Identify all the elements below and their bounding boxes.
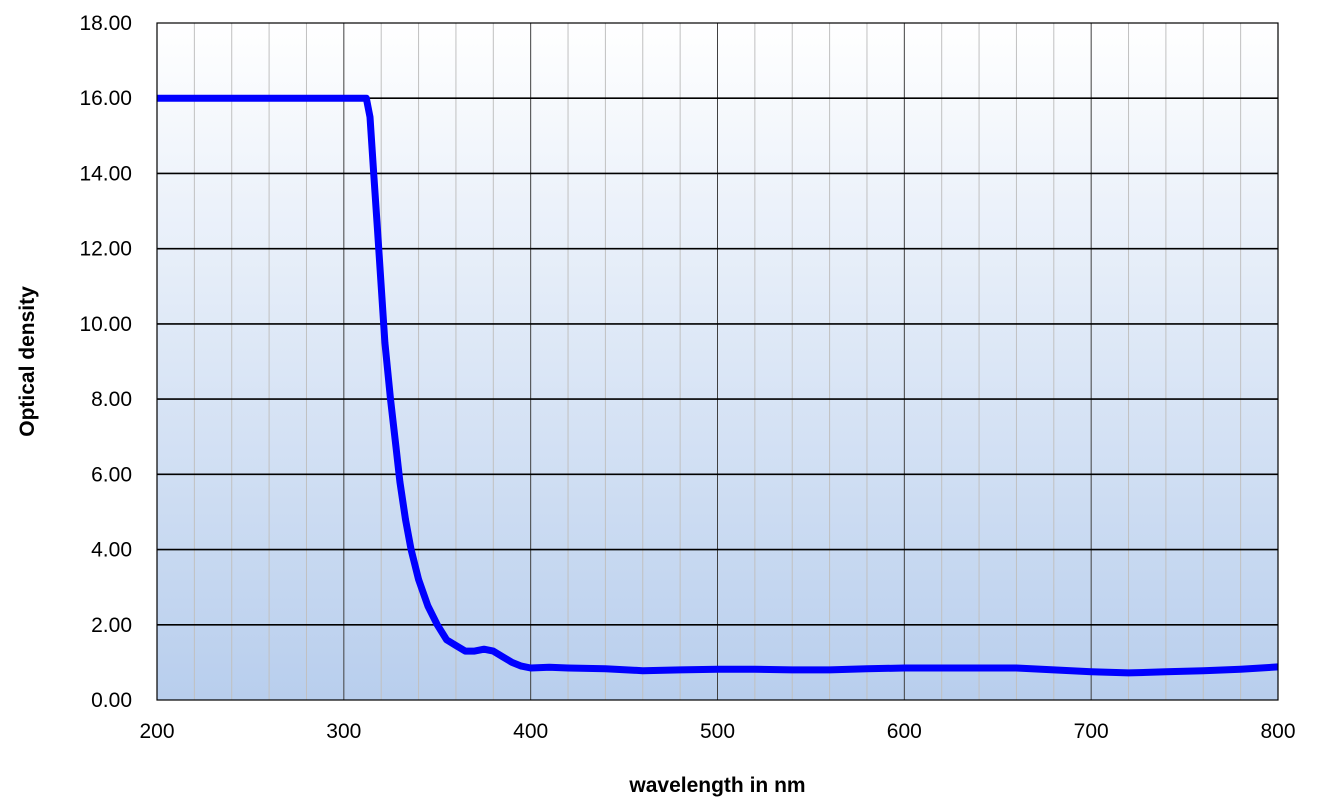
y-tick-label: 6.00 bbox=[91, 463, 132, 486]
y-tick-label: 4.00 bbox=[91, 539, 132, 562]
y-tick-labels: 0.00 2.00 4.00 6.00 8.00 10.00 12.00 14.00 16.00… bbox=[79, 12, 132, 712]
x-tick-label: 400 bbox=[513, 720, 548, 743]
y-tick-label: 0.00 bbox=[91, 689, 132, 712]
series-line bbox=[157, 94, 1279, 677]
x-tick-label: 800 bbox=[1260, 720, 1295, 743]
y-tick-label: 14.00 bbox=[79, 162, 132, 185]
x-tick-label: 300 bbox=[326, 720, 361, 743]
y-tick-label: 10.00 bbox=[79, 313, 132, 336]
series-layer bbox=[157, 94, 1279, 677]
x-tick-label: 600 bbox=[887, 720, 922, 743]
x-tick-label: 700 bbox=[1074, 720, 1109, 743]
x-tick-labels: 200 300 400 500 600 700 800 bbox=[139, 720, 1295, 743]
y-tick-label: 12.00 bbox=[79, 238, 132, 261]
y-tick-label: 8.00 bbox=[91, 388, 132, 411]
y-axis-title: Optical density bbox=[16, 286, 39, 437]
x-tick-label: 500 bbox=[700, 720, 735, 743]
minor-gridlines bbox=[193, 23, 1242, 700]
y-tick-label: 2.00 bbox=[91, 614, 132, 637]
y-tick-label: 16.00 bbox=[79, 87, 132, 110]
y-tick-label: 18.00 bbox=[79, 12, 132, 35]
x-axis-title: wavelength in nm bbox=[628, 774, 805, 797]
plot-border bbox=[156, 22, 1279, 701]
x-tick-label: 200 bbox=[139, 720, 174, 743]
